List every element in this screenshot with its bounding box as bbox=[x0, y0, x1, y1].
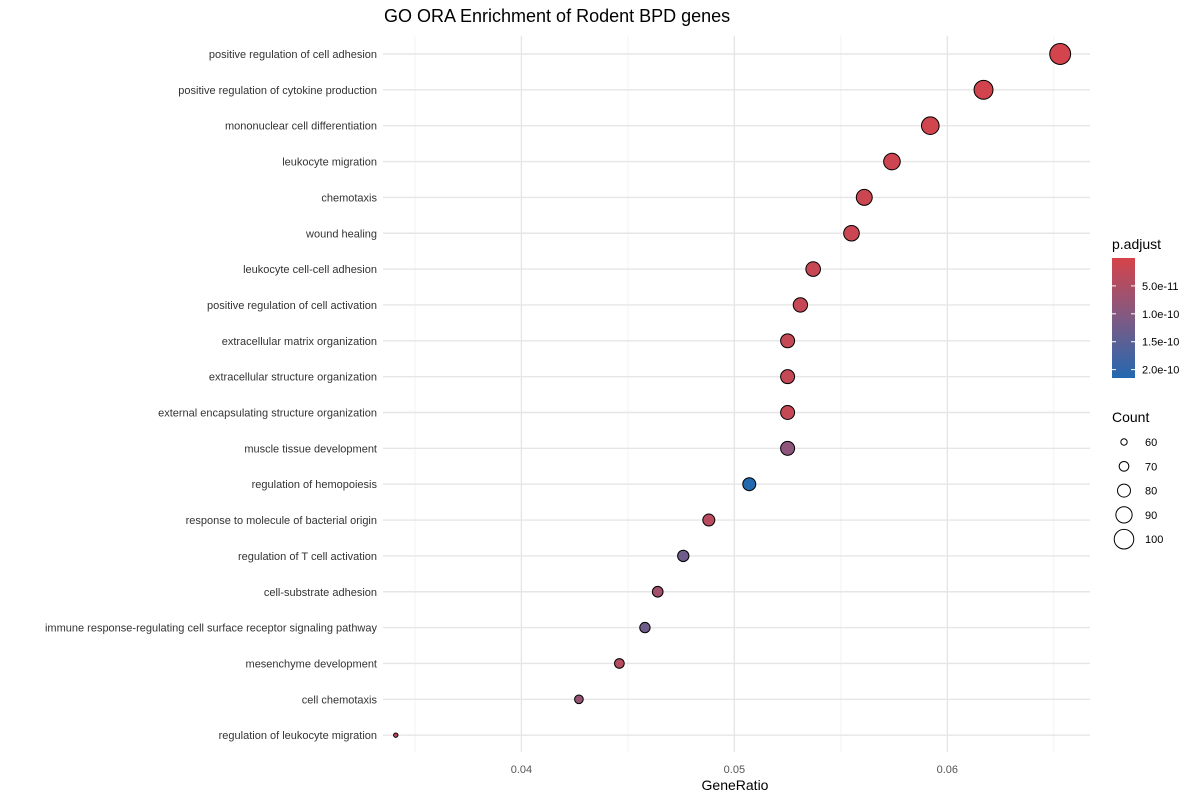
data-point bbox=[702, 513, 716, 527]
category-labels: positive regulation of cell adhesion posi… bbox=[45, 49, 378, 742]
color-legend-bar bbox=[1112, 258, 1135, 378]
category-label: external encapsulating structure organiz… bbox=[158, 408, 377, 420]
category-label: positive regulation of cell adhesion bbox=[209, 49, 377, 61]
data-point bbox=[973, 79, 994, 100]
size-legend-label: 80 bbox=[1145, 486, 1157, 498]
category-label: positive regulation of cytokine producti… bbox=[178, 85, 377, 97]
size-legend-items: 60 70 80 90 100 bbox=[1113, 437, 1163, 550]
size-legend-label: 90 bbox=[1145, 510, 1157, 522]
category-label: wound healing bbox=[305, 228, 377, 240]
data-point bbox=[393, 732, 399, 738]
data-point bbox=[780, 333, 796, 349]
data-point bbox=[639, 621, 651, 634]
data-point bbox=[792, 297, 809, 313]
category-label: extracellular structure organization bbox=[209, 372, 377, 384]
x-axis-title: GeneRatio bbox=[702, 777, 769, 793]
x-tick-label: 0.06 bbox=[937, 764, 958, 776]
category-label: cell chemotaxis bbox=[302, 694, 378, 706]
color-legend-label: 1.5e-10 bbox=[1142, 337, 1179, 349]
size-legend-circle bbox=[1113, 528, 1135, 550]
data-point bbox=[855, 188, 873, 206]
data-point bbox=[883, 152, 901, 171]
data-point bbox=[677, 549, 690, 563]
data-point bbox=[843, 224, 860, 242]
data-point bbox=[920, 116, 940, 135]
size-legend-circle bbox=[1120, 438, 1128, 446]
category-label: mononuclear cell differentiation bbox=[225, 121, 377, 133]
category-label: muscle tissue development bbox=[244, 443, 377, 455]
category-label: leukocyte migration bbox=[282, 157, 377, 169]
category-label: extracellular matrix organization bbox=[222, 336, 377, 348]
category-label: regulation of T cell activation bbox=[238, 551, 377, 563]
color-legend-title: p.adjust bbox=[1112, 236, 1161, 252]
data-point bbox=[805, 261, 821, 277]
points-layer bbox=[393, 43, 1072, 738]
size-legend-label: 100 bbox=[1145, 534, 1163, 546]
grid-layer bbox=[383, 36, 1090, 752]
size-legend-circle bbox=[1118, 460, 1130, 472]
category-label: chemotaxis bbox=[321, 192, 377, 204]
category-label: leukocyte cell-cell adhesion bbox=[243, 264, 377, 276]
chart-title: GO ORA Enrichment of Rodent BPD genes bbox=[384, 6, 730, 26]
category-label: immune response-regulating cell surface … bbox=[45, 623, 378, 635]
color-legend-label: 5.0e-11 bbox=[1142, 281, 1179, 293]
color-legend: p.adjust 5.0e-11 1.0e-10 1.5e-10 2.0e-10 bbox=[1112, 236, 1179, 378]
data-point bbox=[1049, 43, 1072, 65]
size-legend-label: 60 bbox=[1145, 437, 1157, 449]
data-point bbox=[742, 477, 757, 492]
data-point bbox=[780, 440, 796, 456]
category-label: positive regulation of cell activation bbox=[207, 300, 377, 312]
x-tick-label: 0.05 bbox=[724, 764, 745, 776]
category-label: regulation of hemopoiesis bbox=[252, 479, 378, 491]
size-legend-title: Count bbox=[1112, 409, 1149, 425]
data-point bbox=[651, 585, 664, 598]
size-legend-label: 70 bbox=[1145, 461, 1157, 473]
data-point bbox=[614, 658, 625, 669]
category-label: response to molecule of bacterial origin bbox=[186, 515, 377, 527]
data-point bbox=[780, 405, 796, 420]
color-legend-ticks: 5.0e-11 1.0e-10 1.5e-10 2.0e-10 bbox=[1112, 281, 1179, 377]
x-tick-label: 0.04 bbox=[511, 764, 532, 776]
data-point bbox=[780, 369, 796, 385]
x-axis-ticks: 0.04 0.05 0.06 bbox=[511, 764, 958, 776]
size-legend-circle bbox=[1115, 506, 1133, 524]
category-label: cell-substrate adhesion bbox=[264, 587, 377, 599]
size-legend: Count 60 70 80 90 100 bbox=[1112, 409, 1163, 550]
category-label: regulation of leukocyte migration bbox=[219, 730, 377, 742]
size-legend-circle bbox=[1117, 483, 1131, 498]
data-point bbox=[574, 694, 584, 705]
color-legend-label: 2.0e-10 bbox=[1142, 365, 1179, 377]
color-legend-label: 1.0e-10 bbox=[1142, 309, 1179, 321]
category-label: mesenchyme development bbox=[246, 658, 377, 670]
